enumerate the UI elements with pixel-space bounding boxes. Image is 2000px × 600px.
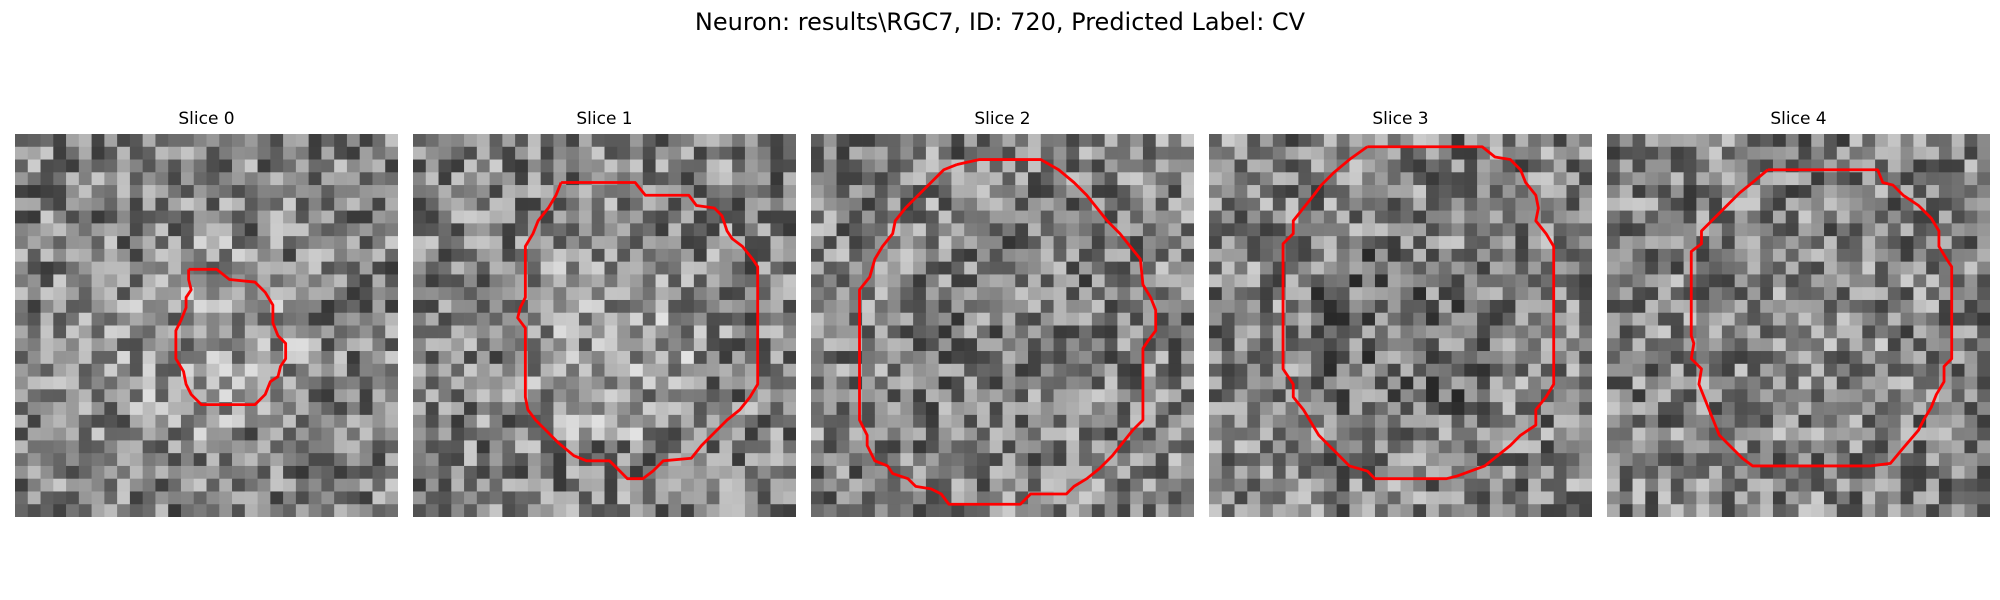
slice-image — [1209, 134, 1592, 517]
slice-image — [1607, 134, 1990, 517]
slice-panel-2: Slice 2 — [811, 108, 1194, 518]
slice-panel-3: Slice 3 — [1209, 108, 1592, 518]
segmentation-contour — [858, 158, 1158, 506]
slice-title: Slice 2 — [974, 109, 1031, 129]
slice-image — [15, 134, 398, 517]
slice-title: Slice 4 — [1770, 109, 1827, 129]
slice-title: Slice 0 — [178, 109, 235, 129]
segmentation-contour — [174, 267, 288, 407]
pixel-grid — [1607, 134, 1990, 517]
segmentation-contour — [1689, 168, 1954, 468]
pixel-grid — [811, 134, 1194, 517]
figure-title: Neuron: results\RGC7, ID: 720, Predicted… — [694, 8, 1306, 36]
pixel-grid — [413, 134, 796, 517]
slice-panel-4: Slice 4 — [1607, 108, 1990, 518]
slice-panel-0: Slice 0 — [15, 108, 398, 518]
slice-image — [811, 134, 1194, 517]
slice-panel-1: Slice 1 — [413, 108, 796, 518]
pixel-grid — [15, 134, 398, 517]
pixel-grid — [1209, 134, 1592, 517]
segmentation-contour — [516, 181, 760, 481]
slice-title: Slice 1 — [576, 109, 633, 129]
slice-image — [413, 134, 796, 517]
segmentation-contour — [1281, 145, 1556, 481]
slice-title: Slice 3 — [1372, 109, 1429, 129]
